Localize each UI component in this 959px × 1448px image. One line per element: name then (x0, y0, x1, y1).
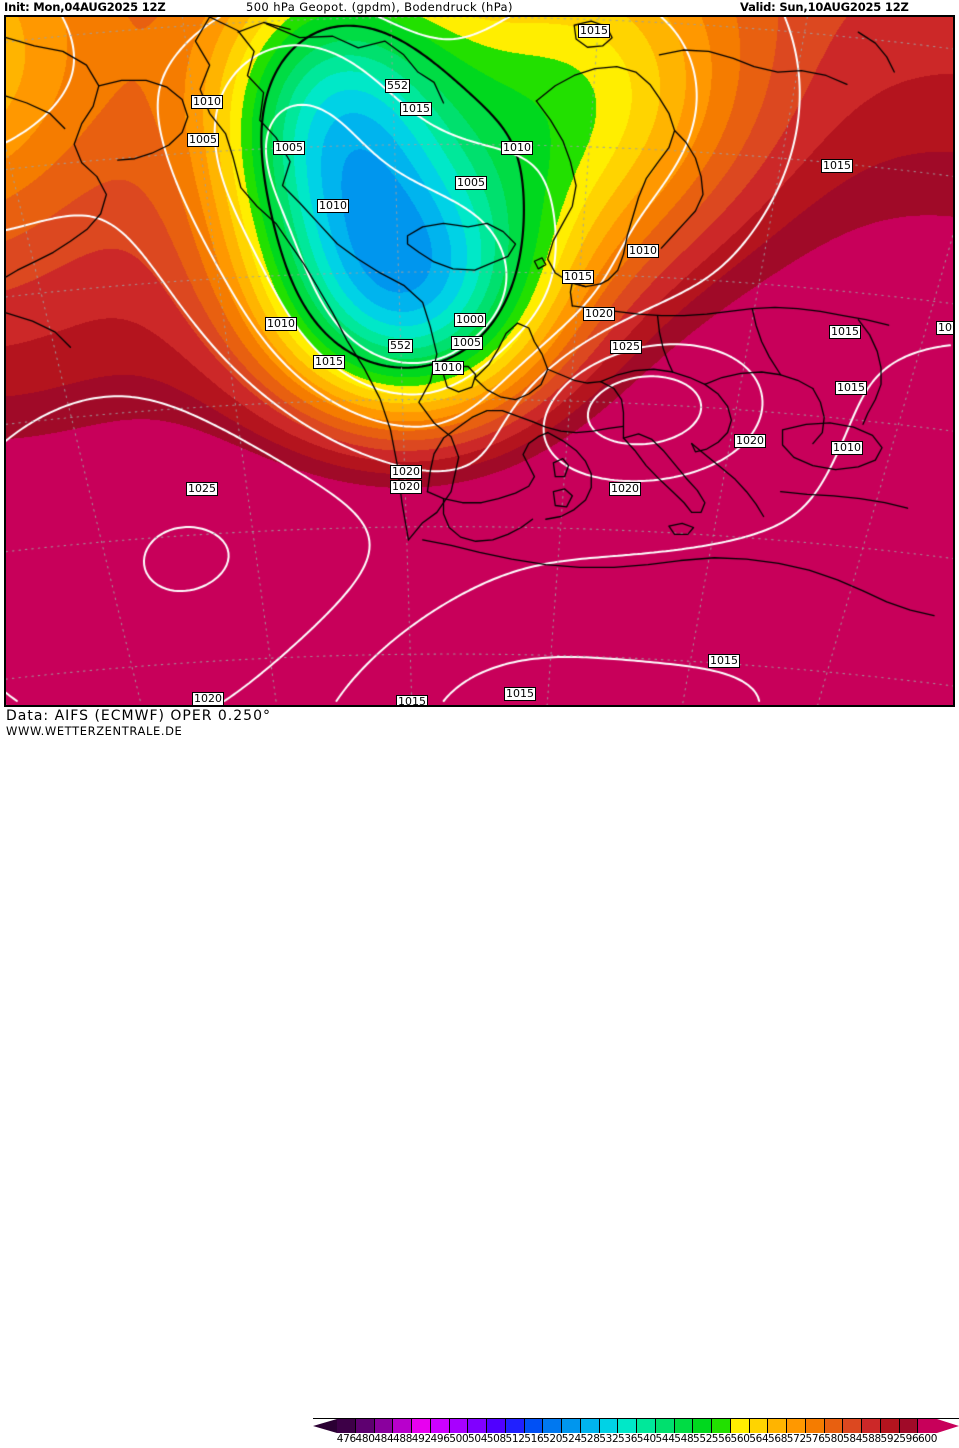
page-title: 500 hPa Geopot. (gpdm), Bodendruck (hPa) (246, 0, 513, 14)
colorbar-swatch (468, 1419, 487, 1433)
contour-label: 1010 (191, 95, 223, 109)
colorbar-swatch (693, 1419, 712, 1433)
contour-label: 1015 (835, 381, 867, 395)
colorbar-swatch (487, 1419, 506, 1433)
colorbar-swatch (862, 1419, 881, 1433)
contour-label: 1025 (610, 340, 642, 354)
colorbar-swatch (618, 1419, 637, 1433)
contour-label: 1015 (400, 102, 432, 116)
geopotential-pressure-map[interactable] (6, 17, 953, 705)
contour-label: 1005 (187, 133, 219, 147)
colorbar-swatch (843, 1419, 862, 1433)
colorbar-swatch (505, 1419, 525, 1433)
contour-label: 1015 (562, 270, 594, 284)
colorbar-swatch (355, 1419, 375, 1433)
colorbar-swatch (599, 1419, 619, 1433)
colorbar-swatch (449, 1419, 469, 1433)
map-panel[interactable]: 1015 1010 1015 552 1005 1005 1010 1015 1005 1010 1… (4, 15, 955, 707)
contour-label: 1010 (831, 441, 863, 455)
colorbar-swatch (637, 1419, 656, 1433)
colorbar-swatch (918, 1419, 937, 1433)
colorbar-swatch (393, 1419, 412, 1433)
colorbar-swatch (880, 1419, 900, 1433)
init-time-label: Init: Mon,04AUG2025 12Z (4, 0, 166, 14)
colorbar-swatches (337, 1419, 937, 1433)
colorbar-swatch (430, 1419, 450, 1433)
contour-label: 1015 (821, 159, 853, 173)
colorbar-over-arrow (937, 1419, 959, 1433)
contour-label: 1020 (734, 434, 766, 448)
colorbar-swatch (374, 1419, 394, 1433)
colorbar-swatch (412, 1419, 431, 1433)
colorbar-swatch (524, 1419, 544, 1433)
contour-label: 1010 (627, 244, 659, 258)
colorbar-swatch (730, 1419, 750, 1433)
colorbar-swatch (543, 1419, 562, 1433)
map-footer: Data: AIFS (ECMWF) OPER 0.250° WWW.WETTE… (0, 707, 959, 1445)
colorbar-swatch (805, 1419, 825, 1433)
colorbar-swatch (562, 1419, 581, 1433)
contour-label: 1010 (501, 141, 533, 155)
contour-label: 1015 (708, 654, 740, 668)
contour-label: 1010 (317, 199, 349, 213)
colorbar-swatch (655, 1419, 675, 1433)
contour-label: 1020 (609, 482, 641, 496)
contour-label: 1020 (583, 307, 615, 321)
data-source-label: Data: AIFS (ECMWF) OPER 0.250° (6, 708, 271, 724)
contour-label: 1010 (265, 317, 297, 331)
contour-label: 1015 (578, 24, 610, 38)
contour-label: 1005 (451, 336, 483, 350)
colorbar-swatch (674, 1419, 694, 1433)
colorbar-swatch (580, 1419, 600, 1433)
contour-label: 1020 (192, 692, 224, 705)
colorbar-swatch (712, 1419, 731, 1433)
colorbar-under-arrow (313, 1419, 337, 1433)
contour-label: 1005 (455, 176, 487, 190)
colorbar-swatch (787, 1419, 806, 1433)
colorbar-swatch (824, 1419, 844, 1433)
colorbar[interactable]: 476 480 484 488 492 496 500 504 508 512 516 520 524 5… (313, 1418, 959, 1448)
map-header: Init: Mon,04AUG2025 12Z 500 hPa Geopot. … (0, 0, 959, 15)
contour-label: 1020 (390, 480, 422, 494)
contour-label: 1015 (396, 695, 428, 707)
colorbar-tick: 600 (918, 1433, 938, 1445)
colorbar-swatch (337, 1419, 356, 1433)
colorbar-swatch (749, 1419, 769, 1433)
contour-label: 10 (936, 321, 953, 335)
contour-label: 1005 (273, 141, 305, 155)
contour-label: 1015 (313, 355, 345, 369)
contour-label: 1025 (186, 482, 218, 496)
colorbar-swatch (899, 1419, 919, 1433)
contour-label: 1015 (504, 687, 536, 701)
colorbar-swatch (768, 1419, 787, 1433)
valid-time-label: Valid: Sun,10AUG2025 12Z (740, 0, 909, 14)
contour-label: 1020 (390, 465, 422, 479)
contour-label: 552 (388, 339, 413, 353)
contour-label: 1010 (432, 361, 464, 375)
colorbar-tick-labels: 476 480 484 488 492 496 500 504 508 512 516 520 524 5… (337, 1433, 938, 1447)
contour-label: 1000 (454, 313, 486, 327)
contour-label: 552 (385, 79, 410, 93)
contour-label: 1015 (829, 325, 861, 339)
website-label: WWW.WETTERZENTRALE.DE (6, 724, 183, 738)
